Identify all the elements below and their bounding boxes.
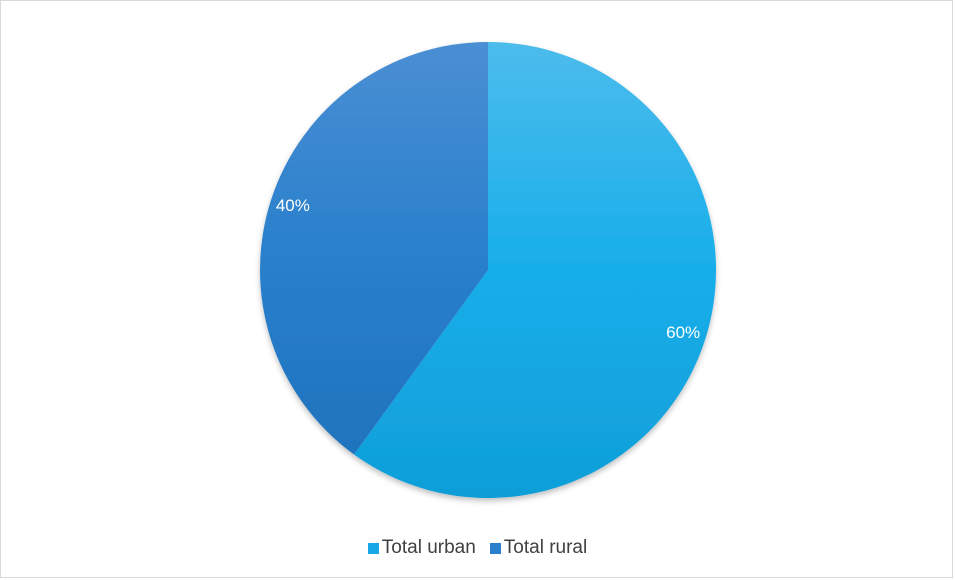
legend-item-rural: Total rural [489, 537, 588, 559]
slice-label-urban: 60% [666, 323, 700, 342]
pie-slice-urban [353, 42, 717, 498]
chart-legend: Total urban Total rural [1, 537, 954, 559]
slice-label-rural: 40% [276, 196, 310, 215]
legend-swatch-urban [367, 542, 379, 554]
legend-item-urban: Total urban [367, 537, 476, 559]
legend-label-rural: Total rural [503, 537, 588, 558]
legend-label-urban: Total urban [381, 537, 476, 558]
pie-slice-rural [260, 42, 488, 455]
legend-swatch-rural [489, 542, 501, 554]
